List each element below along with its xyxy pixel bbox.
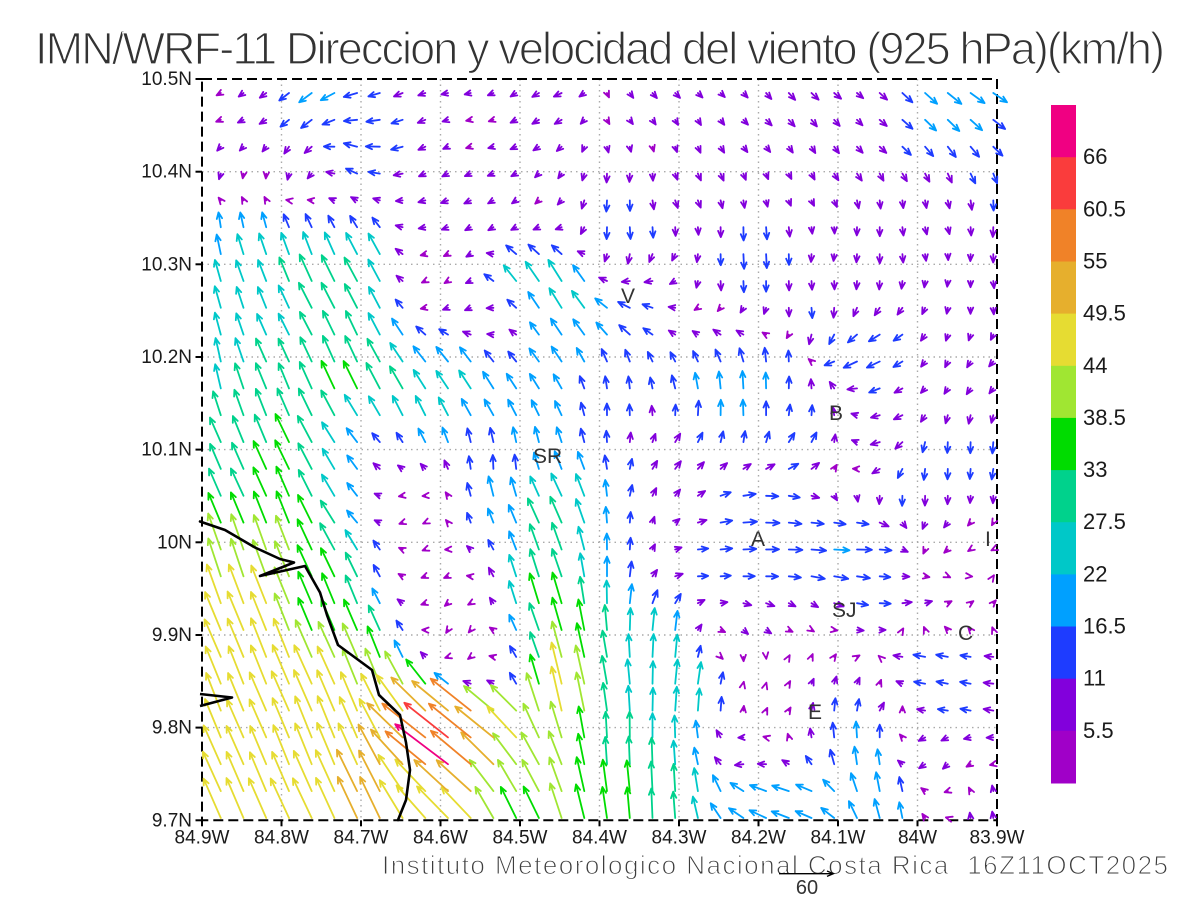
svg-text:66: 66 xyxy=(1083,144,1107,169)
svg-text:V: V xyxy=(621,285,635,308)
svg-text:C: C xyxy=(958,622,973,645)
svg-text:SJ: SJ xyxy=(832,599,857,622)
svg-text:84.1W: 84.1W xyxy=(811,827,866,848)
svg-text:I: I xyxy=(985,528,991,551)
svg-text:A: A xyxy=(751,528,765,551)
svg-text:10N: 10N xyxy=(157,532,192,553)
svg-text:44: 44 xyxy=(1083,353,1107,378)
svg-text:SR: SR xyxy=(533,445,562,468)
svg-text:84.6W: 84.6W xyxy=(413,827,468,848)
svg-text:5.5: 5.5 xyxy=(1083,718,1114,743)
svg-text:B: B xyxy=(829,402,843,425)
svg-text:27.5: 27.5 xyxy=(1083,509,1126,534)
svg-text:49.5: 49.5 xyxy=(1083,301,1126,326)
svg-text:33: 33 xyxy=(1083,457,1107,482)
svg-text:84.8W: 84.8W xyxy=(254,827,309,848)
svg-text:84.2W: 84.2W xyxy=(731,827,786,848)
svg-text:38.5: 38.5 xyxy=(1083,405,1126,430)
svg-text:10.2N: 10.2N xyxy=(141,347,192,368)
svg-text:84.4W: 84.4W xyxy=(572,827,627,848)
svg-text:E: E xyxy=(808,701,822,724)
svg-text:60: 60 xyxy=(796,877,818,899)
svg-text:10.3N: 10.3N xyxy=(141,254,192,275)
svg-text:10.5N: 10.5N xyxy=(141,69,192,90)
svg-text:55: 55 xyxy=(1083,249,1107,274)
svg-text:22: 22 xyxy=(1083,561,1107,586)
svg-text:10.4N: 10.4N xyxy=(141,162,192,183)
svg-text:84W: 84W xyxy=(898,827,937,848)
svg-text:84.5W: 84.5W xyxy=(493,827,548,848)
svg-text:11: 11 xyxy=(1083,666,1106,691)
svg-text:9.8N: 9.8N xyxy=(152,718,192,739)
svg-text:IMN/WRF-11 Direccion y velocid: IMN/WRF-11 Direccion y velocidad del vie… xyxy=(35,23,1165,74)
svg-text:84.7W: 84.7W xyxy=(334,827,389,848)
svg-text:84.3W: 84.3W xyxy=(652,827,707,848)
svg-text:83.9W: 83.9W xyxy=(970,827,1025,848)
svg-text:84.9W: 84.9W xyxy=(175,827,230,848)
svg-text:9.9N: 9.9N xyxy=(152,625,192,646)
svg-text:9.7N: 9.7N xyxy=(152,810,192,831)
svg-text:10.1N: 10.1N xyxy=(141,440,192,461)
svg-text:16.5: 16.5 xyxy=(1083,614,1126,639)
svg-text:60.5: 60.5 xyxy=(1083,196,1126,221)
